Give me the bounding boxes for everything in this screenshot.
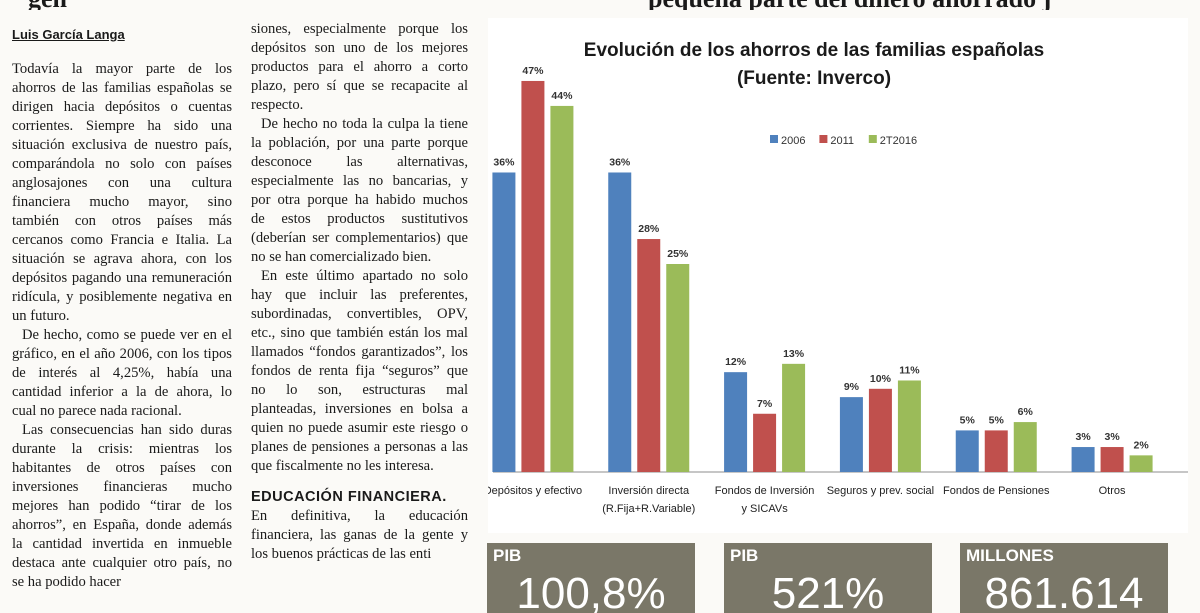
bar	[897, 380, 921, 472]
legend-swatch	[868, 135, 877, 143]
data-label: 6%	[1018, 406, 1034, 418]
bar	[521, 80, 545, 473]
x-tick-label: y SICAVs	[741, 503, 788, 515]
bar	[1100, 447, 1124, 472]
bar	[1071, 447, 1095, 472]
x-tick-label: Fondos de Pensiones	[943, 485, 1050, 497]
bar	[782, 363, 806, 472]
stat-box-millones: MILLONES 861.614	[960, 543, 1168, 613]
data-label: 13%	[783, 348, 805, 360]
data-label: 47%	[522, 65, 544, 77]
paragraph: En este último apartado no solo hay que …	[251, 268, 468, 474]
stat-value: 521%	[771, 569, 885, 613]
stat-value: 861.614	[984, 569, 1144, 613]
headline-left: gen	[28, 0, 67, 10]
bar	[724, 372, 748, 472]
chart-plot: 2006 2011 2T2016 36% 47% 44% Depósitos y efect…	[488, 65, 1188, 515]
legend-swatch	[770, 135, 778, 143]
data-label: 3%	[1104, 431, 1120, 443]
data-label: 5%	[989, 414, 1005, 426]
paragraph: siones, especialmente porque los depósit…	[251, 21, 468, 113]
x-tick-label: Otros	[1099, 485, 1126, 497]
bar	[839, 397, 863, 472]
article-column-1: Todavía la mayor parte de los ahorros de…	[12, 60, 232, 592]
article-column-2: siones, especialmente porque los depósit…	[251, 20, 468, 564]
bar	[868, 388, 892, 472]
data-label: 12%	[725, 356, 747, 368]
stat-box-pib-2: PIB 521%	[724, 543, 932, 613]
data-label: 11%	[899, 364, 920, 376]
chart-title: Evolución de los ahorros de las familias…	[583, 40, 1045, 61]
bar	[955, 430, 979, 472]
section-subhead: EDUCACIÓN FINANCIERA.	[251, 489, 447, 505]
chart-subtitle: (Fuente: Inverco)	[736, 68, 892, 89]
data-label: 7%	[757, 398, 773, 410]
data-label: 44%	[551, 90, 573, 102]
author-byline: Luis García Langa	[12, 27, 125, 42]
x-tick-label: Seguros y prev. social	[827, 485, 934, 497]
data-label: 9%	[844, 381, 860, 393]
bar	[1013, 422, 1037, 472]
x-tick-label: (R.Fija+R.Variable)	[602, 503, 695, 515]
data-label: 36%	[493, 156, 515, 168]
data-label: 25%	[667, 248, 689, 260]
data-label: 5%	[960, 414, 976, 426]
stat-box-pib-1: PIB 100,8%	[487, 543, 695, 613]
x-tick-label: Fondos de Inversión	[715, 485, 815, 497]
paragraph: De hecho no toda la culpa la tiene la po…	[251, 116, 468, 265]
paragraph: En definitiva, la educación financiera, …	[251, 508, 468, 562]
paragraph: Todavía la mayor parte de los ahorros de…	[12, 61, 232, 324]
paragraph: Las consecuencias han sido duras durante…	[12, 422, 232, 590]
data-label: 36%	[609, 156, 631, 168]
x-tick-label: Inversión directa	[608, 485, 690, 497]
bar	[608, 172, 632, 473]
bar	[753, 413, 777, 472]
stat-label: PIB	[493, 546, 522, 565]
paragraph: De hecho, como se puede ver en el gráfic…	[12, 327, 232, 419]
legend-label: 2006	[781, 135, 805, 147]
stat-label: MILLONES	[966, 546, 1054, 565]
bar	[1129, 455, 1153, 472]
stat-label: PIB	[730, 546, 759, 565]
bar	[637, 239, 661, 472]
savings-chart: Evolución de los ahorros de las familias…	[488, 18, 1188, 533]
legend-label: 2011	[830, 135, 854, 147]
legend-label: 2T2016	[880, 135, 917, 147]
bar	[984, 430, 1008, 472]
stat-value: 100,8%	[516, 569, 666, 613]
bar	[492, 172, 516, 473]
data-label: 10%	[870, 373, 892, 385]
data-label: 28%	[638, 223, 660, 235]
headline-right: pequeña parte del dinero ahorrado j	[648, 0, 1051, 10]
legend-swatch	[819, 135, 828, 143]
x-tick-label: Depósitos y efectivo	[488, 485, 582, 497]
data-label: 2%	[1133, 439, 1149, 451]
data-label: 3%	[1075, 431, 1091, 443]
bar	[550, 105, 574, 473]
headline: gen pequeña parte del dinero ahorrado j	[0, 0, 1200, 10]
bar	[666, 264, 690, 472]
